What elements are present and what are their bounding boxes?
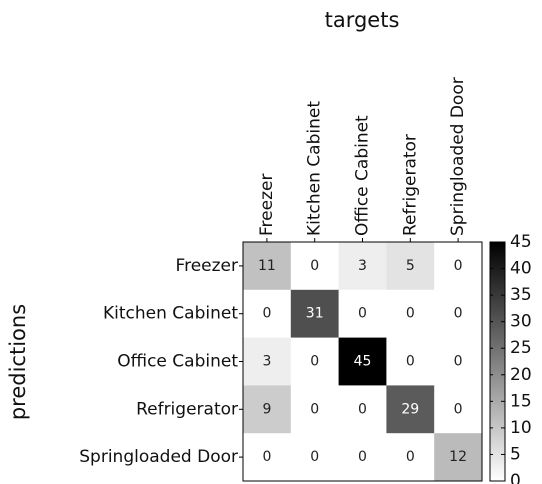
- y-tick-label: Office Cabinet: [117, 352, 238, 372]
- colorbar-tick-label: 35: [510, 285, 532, 305]
- cell-label: 0: [406, 449, 415, 465]
- cell: [434, 433, 483, 482]
- cell-label: 0: [358, 401, 367, 417]
- cell-label: 5: [406, 258, 415, 274]
- cell-label: 0: [454, 258, 463, 274]
- cell-label: 0: [358, 449, 367, 465]
- cell-label: 31: [306, 306, 324, 322]
- y-tick-label: Freezer: [176, 256, 238, 276]
- cell-label: 0: [310, 258, 319, 274]
- cell: [243, 337, 292, 386]
- colorbar-tick-label: 25: [510, 338, 532, 358]
- y-tick-label: Kitchen Cabinet: [103, 304, 238, 324]
- cell: [290, 337, 340, 386]
- x-tick-label: Refrigerator: [400, 134, 420, 236]
- cell: [243, 242, 292, 291]
- x-tick-label: Springloaded Door: [448, 77, 468, 236]
- colorbar-tick-label: 30: [510, 312, 532, 332]
- cell: [290, 289, 340, 339]
- cell: [386, 289, 435, 339]
- cell-label: 0: [454, 401, 463, 417]
- x-tick-label: Kitchen Cabinet: [305, 101, 325, 236]
- cell: [386, 337, 435, 386]
- cell: [290, 433, 340, 482]
- cell-label: 29: [401, 401, 419, 417]
- cell: [338, 242, 387, 291]
- cell-label: 0: [406, 354, 415, 370]
- colorbar-tick-label: 45: [510, 232, 532, 252]
- colorbar-tick-label: 15: [510, 391, 532, 411]
- cell-label: 0: [454, 354, 463, 370]
- cell-label: 12: [449, 449, 467, 465]
- cell: [338, 337, 387, 386]
- colorbar: [489, 241, 506, 482]
- x-tick-label: Freezer: [257, 174, 277, 236]
- cell: [386, 433, 435, 482]
- cell-label: 3: [358, 258, 367, 274]
- x-axis-label: targets: [325, 8, 400, 32]
- cell: [243, 433, 292, 482]
- cell-label: 9: [262, 401, 271, 417]
- cell: [338, 385, 387, 434]
- colorbar-tick-label: 5: [510, 444, 521, 464]
- y-axis-label: predictions: [6, 304, 30, 420]
- cell-label: 0: [310, 401, 319, 417]
- cell-label: 0: [262, 449, 271, 465]
- cell-label: 0: [262, 306, 271, 322]
- cell: [386, 242, 435, 291]
- cell: [243, 289, 292, 339]
- cell-label: 0: [310, 354, 319, 370]
- cell-label: 0: [310, 449, 319, 465]
- cell-label: 0: [406, 306, 415, 322]
- colorbar-tick-label: 20: [510, 365, 532, 385]
- cell: [434, 242, 483, 291]
- cell: [338, 433, 387, 482]
- cell-label: 0: [454, 306, 463, 322]
- colorbar-tick-label: 40: [510, 259, 532, 279]
- cell-label: 45: [354, 354, 372, 370]
- cell: [243, 385, 292, 434]
- colorbar-tick-label: 10: [510, 418, 532, 438]
- cell: [386, 385, 435, 434]
- cell: [434, 289, 483, 339]
- cell: [434, 337, 483, 386]
- colorbar-tick-label: 0: [510, 471, 521, 484]
- cell: [434, 385, 483, 434]
- cell: [290, 385, 340, 434]
- y-tick-label: Refrigerator: [136, 399, 238, 419]
- cell: [290, 242, 340, 291]
- cell-label: 0: [358, 306, 367, 322]
- x-tick-label: Office Cabinet: [353, 115, 373, 236]
- y-tick-label: Springloaded Door: [79, 447, 238, 467]
- cell-label: 11: [258, 258, 276, 274]
- cell-label: 3: [262, 354, 271, 370]
- cell: [338, 289, 387, 339]
